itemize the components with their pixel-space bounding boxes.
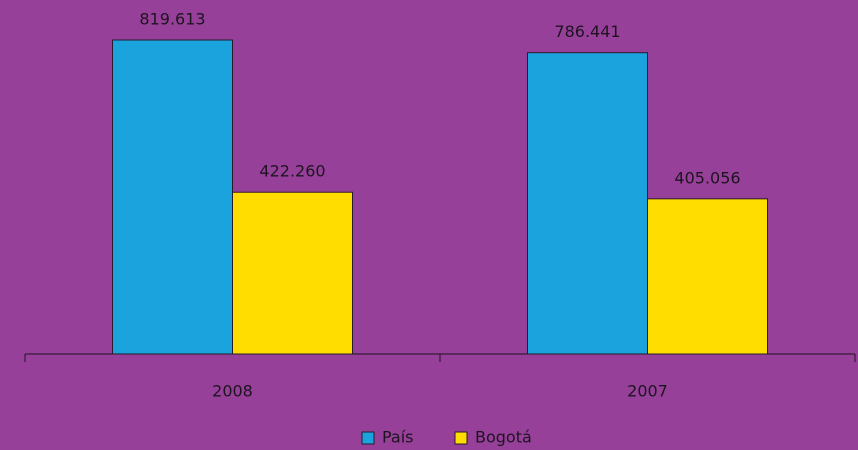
bar	[232, 191, 353, 355]
x-tick-label: 2008	[212, 382, 253, 401]
legend-swatch	[454, 431, 468, 445]
bar	[527, 52, 648, 355]
legend-swatch	[361, 431, 375, 445]
bar	[647, 198, 768, 355]
x-tick-label: 2007	[627, 382, 668, 401]
data-label: 819.613	[139, 10, 205, 29]
legend-label: Bogotá	[475, 428, 532, 447]
data-label: 405.056	[674, 168, 740, 187]
data-label: 786.441	[554, 22, 620, 41]
legend-label: País	[382, 428, 414, 447]
data-label: 422.260	[259, 162, 325, 181]
bar	[112, 39, 233, 355]
